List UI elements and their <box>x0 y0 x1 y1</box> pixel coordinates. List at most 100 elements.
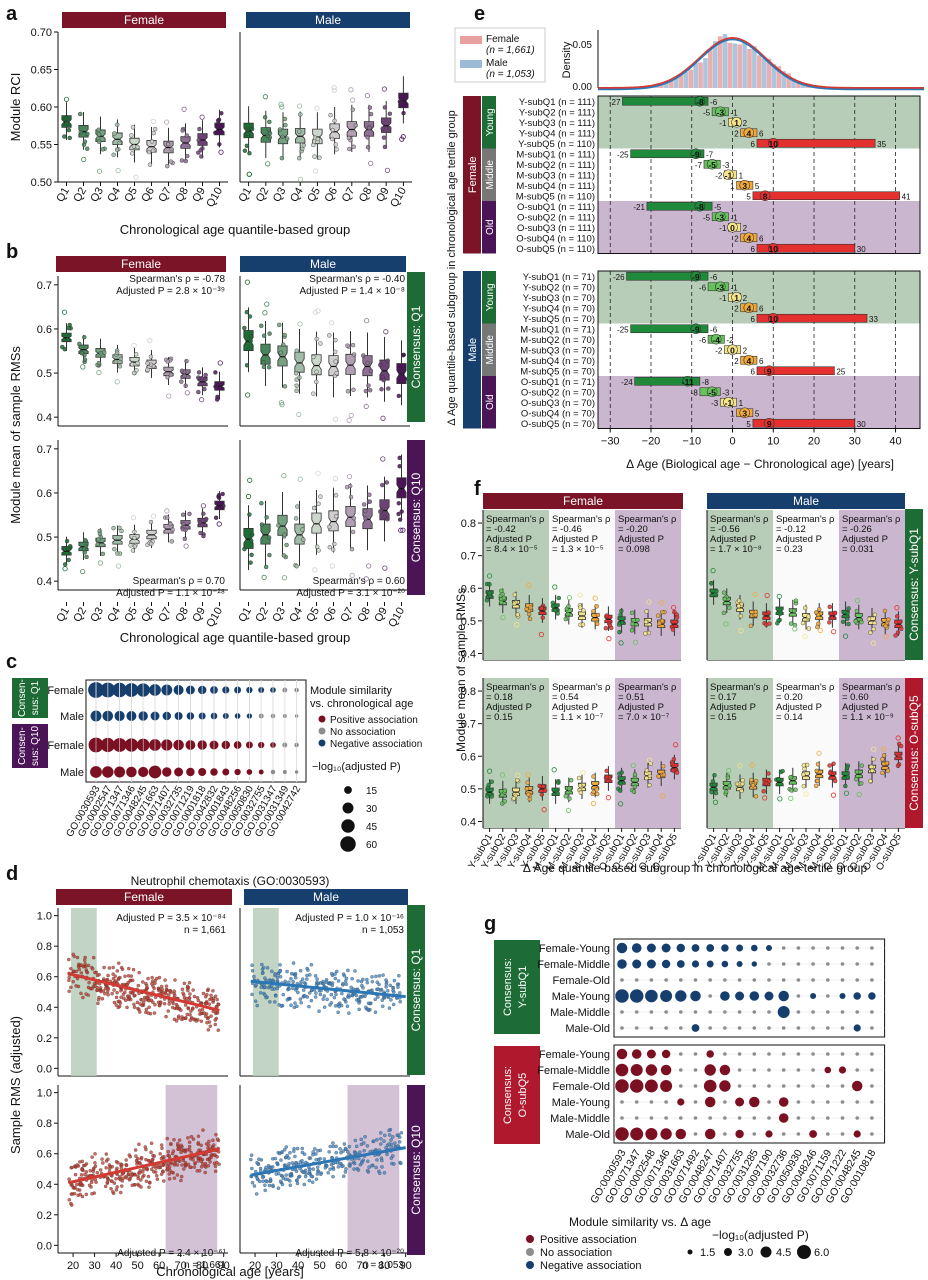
scatter-point <box>187 996 192 1000</box>
legend-swatch <box>460 60 482 68</box>
outlier <box>762 795 768 801</box>
scatter-point <box>141 1001 146 1005</box>
point <box>367 126 372 131</box>
scatter-point <box>274 994 278 998</box>
dot <box>749 991 760 1001</box>
point <box>311 142 316 148</box>
legend-e: (n = 1,053) <box>486 69 535 80</box>
stat-f: Adjusted P <box>842 534 888 545</box>
outlier <box>842 633 849 639</box>
scatter-point <box>397 991 402 995</box>
ytick-label: 0.5 <box>37 368 52 380</box>
scatter-point <box>179 1150 183 1155</box>
scatter-point <box>391 1002 396 1007</box>
scatter-point <box>292 1005 297 1010</box>
range-bar <box>646 201 713 211</box>
scatter-point <box>249 1157 253 1162</box>
point <box>184 133 190 138</box>
scatter-point <box>99 989 103 994</box>
scatter-point <box>107 1163 112 1167</box>
point <box>512 592 518 597</box>
dot <box>148 765 162 779</box>
scatter-point <box>102 965 106 970</box>
scatter-point <box>328 982 332 986</box>
point <box>259 522 265 527</box>
scatter-point <box>381 973 385 977</box>
dot <box>826 1052 830 1056</box>
hist-bar <box>708 49 713 88</box>
point <box>82 537 88 543</box>
scatter-point <box>380 1158 384 1163</box>
point <box>64 121 69 127</box>
point <box>777 611 783 617</box>
outlier <box>525 772 531 778</box>
outlier <box>671 604 677 611</box>
hi-label: 30 <box>857 245 866 254</box>
hi-label: -6 <box>710 273 718 282</box>
scatter-point <box>112 1000 117 1005</box>
outlier <box>364 92 370 99</box>
scatter-point <box>182 1167 186 1171</box>
scatter-point <box>164 988 169 992</box>
point <box>657 621 662 626</box>
dot <box>826 962 830 966</box>
scatter-point <box>305 977 309 981</box>
point <box>595 612 601 618</box>
outlier <box>150 118 156 124</box>
scatter-point <box>352 1167 356 1171</box>
point <box>789 788 794 793</box>
scatter-point <box>387 1133 392 1137</box>
dot <box>664 1100 668 1104</box>
scatter-point <box>296 990 300 995</box>
point <box>591 789 596 795</box>
scatter-point <box>349 985 353 990</box>
dot <box>630 1064 643 1076</box>
median-marker <box>763 417 775 429</box>
xtick-label: Q5 <box>122 186 140 205</box>
point <box>149 139 155 144</box>
scatter-point <box>211 989 215 993</box>
dot <box>723 1132 727 1136</box>
scatter-point <box>399 1161 403 1166</box>
median-label: 10 <box>769 139 779 149</box>
dot <box>693 1084 698 1088</box>
dot <box>723 1026 727 1030</box>
point <box>485 794 490 799</box>
point <box>661 772 667 778</box>
point <box>201 533 206 539</box>
size-value-g: 4.5 <box>776 1247 791 1259</box>
scatter-point <box>291 986 295 991</box>
dot <box>620 1026 624 1030</box>
band <box>549 678 615 828</box>
xtick-label: Q4 <box>105 186 123 205</box>
point <box>846 621 851 627</box>
median-label: 0 <box>730 345 735 355</box>
dot <box>796 994 801 998</box>
point <box>261 360 266 365</box>
lo-label: 2 <box>734 357 739 366</box>
row-label-e: Y-subQ3 (n = 111) <box>519 118 595 129</box>
scatter-point <box>155 976 159 981</box>
point <box>165 515 170 520</box>
stat-f: Spearman's ρ <box>552 682 611 693</box>
lo-label: -2 <box>715 171 723 180</box>
scatter-point <box>93 1152 97 1156</box>
hist-bar <box>761 58 767 88</box>
dot <box>796 1068 801 1072</box>
scatter-point <box>145 986 149 990</box>
size-dot <box>341 819 355 833</box>
outlier <box>565 807 572 814</box>
dot <box>749 1096 760 1108</box>
legend-title-c: vs. chronological age <box>310 698 413 710</box>
scatter-point <box>288 1172 292 1177</box>
dot <box>735 1097 745 1107</box>
scatter-point <box>342 1174 346 1178</box>
outlier <box>114 379 120 385</box>
stat-f: = 0.15 <box>710 712 737 723</box>
point <box>165 375 170 380</box>
point <box>184 358 189 364</box>
scatter-point <box>365 1168 370 1173</box>
scatter-point <box>167 1177 172 1181</box>
scatter-point <box>376 987 380 991</box>
outlier <box>381 86 388 92</box>
